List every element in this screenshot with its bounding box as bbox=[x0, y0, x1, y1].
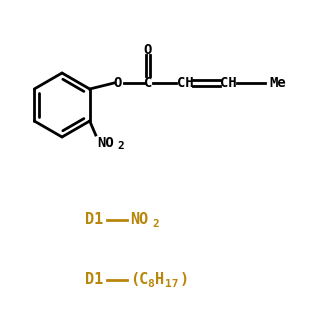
Text: NO: NO bbox=[98, 136, 114, 150]
Text: ): ) bbox=[180, 272, 189, 287]
Text: CH: CH bbox=[220, 76, 236, 90]
Text: O: O bbox=[144, 43, 152, 57]
Text: Me: Me bbox=[270, 76, 287, 90]
Text: NO: NO bbox=[130, 212, 148, 227]
Text: 17: 17 bbox=[165, 279, 179, 289]
Text: 8: 8 bbox=[147, 279, 154, 289]
Text: D1: D1 bbox=[85, 272, 103, 287]
Text: C: C bbox=[144, 76, 152, 90]
Text: 2: 2 bbox=[152, 219, 159, 229]
Text: O: O bbox=[114, 76, 122, 90]
Text: (C: (C bbox=[130, 272, 148, 287]
Text: 2: 2 bbox=[118, 141, 124, 151]
Text: D1: D1 bbox=[85, 212, 103, 227]
Text: CH: CH bbox=[177, 76, 193, 90]
Text: H: H bbox=[155, 272, 164, 287]
